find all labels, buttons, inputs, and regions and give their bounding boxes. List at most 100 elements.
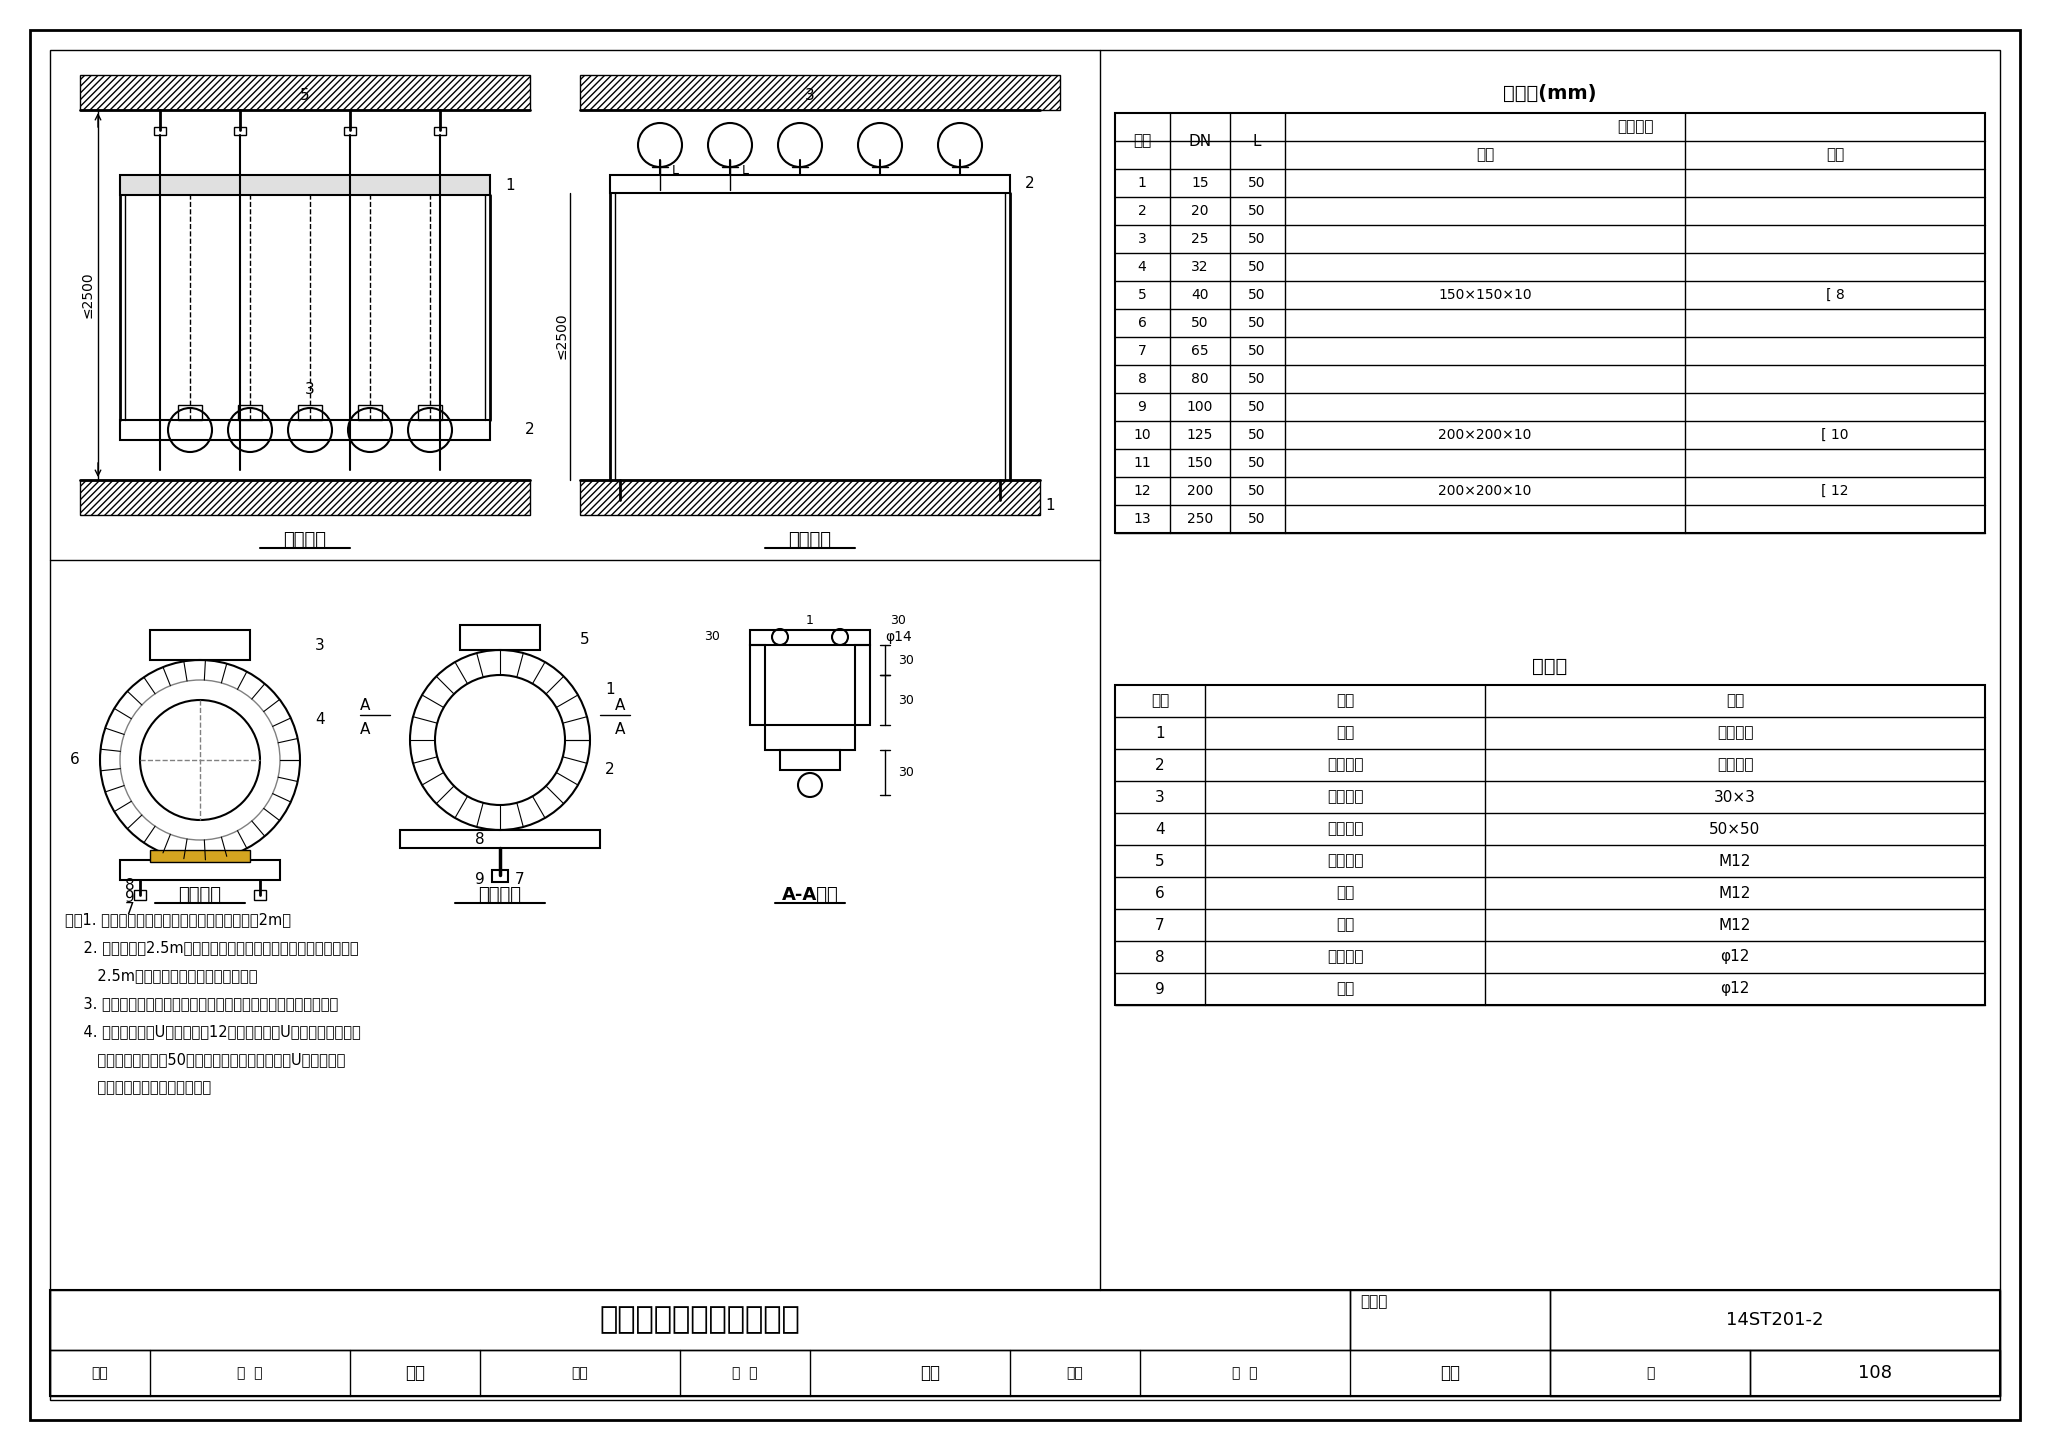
Text: 多根水管: 多根水管 — [1616, 120, 1653, 134]
Text: 30×3: 30×3 — [1714, 790, 1755, 804]
Bar — [1114, 113, 1985, 534]
Text: 15: 15 — [1192, 176, 1208, 189]
Text: φ12: φ12 — [1720, 950, 1749, 964]
Text: 5: 5 — [1155, 853, 1165, 869]
Bar — [991, 490, 1008, 500]
Bar — [750, 645, 766, 724]
Bar — [492, 870, 508, 882]
Text: 30: 30 — [897, 694, 913, 707]
Text: 50: 50 — [1247, 455, 1266, 470]
Text: M12: M12 — [1718, 918, 1751, 933]
Text: 7: 7 — [516, 872, 524, 888]
Text: 管卡详图: 管卡详图 — [178, 886, 221, 904]
Bar — [49, 1290, 1350, 1351]
Text: 100: 100 — [1186, 401, 1212, 414]
Text: 2: 2 — [1155, 758, 1165, 772]
Text: 200×200×10: 200×200×10 — [1438, 484, 1532, 497]
Bar — [399, 830, 600, 847]
Bar — [418, 405, 442, 419]
Bar — [580, 75, 1061, 110]
Text: 200×200×10: 200×200×10 — [1438, 428, 1532, 442]
Text: 20: 20 — [1192, 204, 1208, 218]
Bar — [1550, 1351, 1749, 1395]
Bar — [1114, 685, 1985, 1005]
Text: 2: 2 — [524, 422, 535, 438]
Text: 50: 50 — [1247, 204, 1266, 218]
Text: 6: 6 — [1137, 317, 1147, 330]
Text: 尺寸表(mm): 尺寸表(mm) — [1503, 84, 1597, 103]
Text: 50: 50 — [1247, 317, 1266, 330]
Text: 空调机房多管支吊架安装: 空调机房多管支吊架安装 — [600, 1306, 801, 1335]
Text: 螺杆: 螺杆 — [1335, 885, 1354, 901]
Text: 代  利: 代 利 — [1233, 1366, 1257, 1379]
Bar — [358, 405, 383, 419]
Text: φ14: φ14 — [885, 630, 911, 643]
Bar — [154, 127, 166, 134]
Bar — [1550, 1290, 2001, 1351]
Text: 4: 4 — [1137, 260, 1147, 273]
Text: 9: 9 — [1137, 401, 1147, 414]
Text: 14ST201-2: 14ST201-2 — [1726, 1312, 1825, 1329]
Text: 6: 6 — [70, 752, 80, 768]
Text: 50: 50 — [1247, 401, 1266, 414]
Bar — [80, 480, 530, 515]
Bar — [854, 645, 870, 724]
Text: 65: 65 — [1192, 344, 1208, 359]
Bar — [49, 1290, 2001, 1395]
Text: 13: 13 — [1133, 512, 1151, 526]
Bar — [610, 175, 1010, 192]
Text: 钢板: 钢板 — [1477, 147, 1495, 162]
Text: 50: 50 — [1247, 260, 1266, 273]
Bar — [178, 405, 203, 419]
Text: 150: 150 — [1186, 455, 1212, 470]
Bar — [49, 1351, 2001, 1395]
Text: 4. 本支架采用的U型卡为直径12的圆钢，两个U型卡螺杆之间的中: 4. 本支架采用的U型卡为直径12的圆钢，两个U型卡螺杆之间的中 — [66, 1025, 360, 1040]
Bar — [344, 127, 356, 134]
Text: 5: 5 — [580, 632, 590, 648]
Text: 多管支架: 多管支架 — [788, 531, 831, 549]
Text: 审核: 审核 — [92, 1366, 109, 1379]
Text: 见尺寸表: 见尺寸表 — [1716, 758, 1753, 772]
Bar — [1350, 1290, 1550, 1351]
Text: 图集号: 图集号 — [1360, 1294, 1386, 1310]
Text: 心间距应大于等于50，如采用大于此型号的圆钢U型卡，该间: 心间距应大于等于50，如采用大于此型号的圆钢U型卡，该间 — [66, 1053, 346, 1067]
Bar — [580, 480, 1040, 515]
Bar — [150, 850, 250, 862]
Text: 30: 30 — [891, 613, 905, 626]
Text: 槽钢: 槽钢 — [1827, 147, 1843, 162]
Text: 编号: 编号 — [1151, 694, 1169, 709]
Text: 3: 3 — [1155, 790, 1165, 804]
Text: 9: 9 — [475, 872, 485, 888]
Text: 9: 9 — [125, 891, 135, 905]
Text: 材料表: 材料表 — [1532, 656, 1567, 675]
Text: 页: 页 — [1647, 1366, 1655, 1379]
Text: 螺母: 螺母 — [1335, 918, 1354, 933]
Text: 108: 108 — [1858, 1364, 1892, 1382]
Text: 4: 4 — [1155, 821, 1165, 836]
Text: 10: 10 — [1133, 428, 1151, 442]
Bar — [780, 750, 840, 771]
Text: DN: DN — [1188, 133, 1212, 149]
Text: 周  静: 周 静 — [733, 1366, 758, 1379]
Text: 12: 12 — [1133, 484, 1151, 497]
Text: 50: 50 — [1247, 231, 1266, 246]
Text: 1: 1 — [1137, 176, 1147, 189]
Text: 2. 距离顶板在2.5m及以内的管线采用吊架形式，距离楼板距离在: 2. 距离顶板在2.5m及以内的管线采用吊架形式，距离楼板距离在 — [66, 940, 358, 956]
Bar — [121, 175, 489, 195]
Text: [ 12: [ 12 — [1821, 484, 1849, 497]
Text: ≤2500: ≤2500 — [82, 272, 94, 318]
Text: 隔热木托: 隔热木托 — [1327, 821, 1364, 836]
Text: A: A — [360, 697, 371, 713]
Text: 30: 30 — [897, 765, 913, 778]
Text: 3. 管道弯头、三通、阀门及管道连接件处应单独设置固定支架。: 3. 管道弯头、三通、阀门及管道连接件处应单独设置固定支架。 — [66, 996, 338, 1012]
Text: 80: 80 — [1192, 372, 1208, 386]
Text: 50: 50 — [1247, 428, 1266, 442]
Text: 膨胀螺栓: 膨胀螺栓 — [1327, 853, 1364, 869]
Bar — [238, 405, 262, 419]
Bar — [750, 630, 870, 645]
Bar — [766, 724, 854, 750]
Text: 7: 7 — [125, 902, 135, 918]
Text: 李青: 李青 — [406, 1364, 426, 1382]
Text: 7: 7 — [1137, 344, 1147, 359]
Bar — [133, 889, 145, 899]
